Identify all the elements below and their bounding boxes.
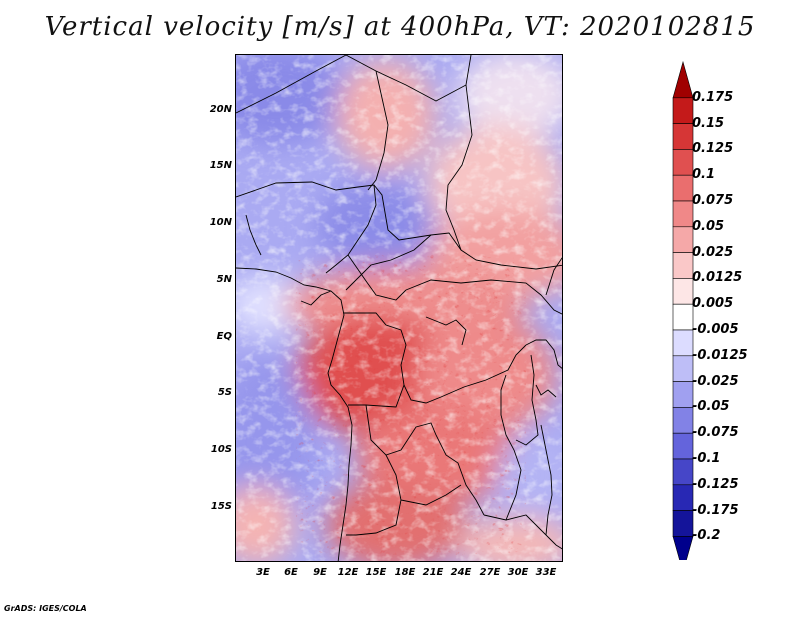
colorbar-label: 0.15 <box>692 115 725 131</box>
colorbar-label: -0.1 <box>692 451 721 466</box>
colorbar-swatch <box>672 484 694 511</box>
lat-label: 20N <box>209 104 232 115</box>
colorbar-swatch <box>672 174 694 202</box>
colorbar-label: -0.05 <box>692 399 730 415</box>
colorbar-label: -0.005 <box>692 322 739 337</box>
colorbar-swatch <box>672 407 694 434</box>
lat-label: 15N <box>209 160 232 171</box>
colorbar-label: 0.05 <box>692 218 725 234</box>
colorbar-swatch <box>672 536 694 560</box>
colorbar-swatch <box>672 510 694 537</box>
colorbar-swatch <box>672 123 694 150</box>
colorbar-swatch <box>672 97 694 124</box>
colorbar-label: 0.025 <box>692 244 734 260</box>
lon-label: 24E <box>450 567 472 578</box>
colorbar-swatch <box>672 329 694 357</box>
colorbar-swatch <box>672 60 694 99</box>
colorbar-label: -0.075 <box>692 425 739 441</box>
map-panel <box>235 54 563 562</box>
colorbar-label: 0.125 <box>692 141 734 157</box>
country-borders <box>236 55 562 561</box>
lon-label: 27E <box>479 567 501 578</box>
lon-label: 12E <box>337 567 359 578</box>
colorbar-label: -0.2 <box>692 528 721 544</box>
grads-credit: GrADS: IGES/COLA <box>4 604 87 613</box>
lon-label: 9E <box>313 567 327 578</box>
lon-label: 15E <box>365 567 387 578</box>
colorbar-label: 0.175 <box>692 89 734 105</box>
lon-label: 6E <box>284 567 298 578</box>
lat-label: 15S <box>210 501 232 512</box>
colorbar-swatch <box>672 200 694 228</box>
colorbar-label: 0.1 <box>692 167 716 183</box>
colorbar-label: -0.025 <box>692 373 739 389</box>
colorbar-swatch <box>672 278 694 305</box>
colorbar-swatch <box>672 458 694 486</box>
lon-label: 30E <box>507 567 529 578</box>
lat-label: 10S <box>210 444 232 455</box>
colorbar-swatch <box>672 226 694 253</box>
lat-label: 5N <box>216 274 232 285</box>
colorbar-swatch <box>672 381 694 408</box>
colorbar-label: -0.175 <box>692 502 739 518</box>
lon-label: 21E <box>422 567 444 578</box>
colorbar-swatch <box>672 355 694 382</box>
lon-label: 18E <box>394 567 416 578</box>
colorbar-swatch <box>672 252 694 279</box>
convective-texture <box>296 255 526 555</box>
colorbar-label: 0.075 <box>692 193 734 208</box>
vertical-velocity-field <box>236 55 562 561</box>
colorbar-label: -0.0125 <box>692 347 748 363</box>
lat-label: 10N <box>209 217 232 228</box>
plot-title: Vertical velocity [m/s] at 400hPa, VT: 2… <box>44 12 756 42</box>
colorbar-label: 0.005 <box>692 296 734 312</box>
lat-label: EQ <box>216 331 232 342</box>
coastline <box>236 267 353 561</box>
lon-label: 3E <box>256 567 270 578</box>
lat-label: 5S <box>217 387 232 398</box>
colorbar-label: 0.0125 <box>692 270 743 286</box>
colorbar-label: -0.125 <box>692 476 739 492</box>
lon-label: 33E <box>535 567 557 578</box>
colorbar-swatch <box>672 432 694 460</box>
colorbar-swatch <box>672 149 694 176</box>
colorbar <box>672 60 694 560</box>
colorbar-swatch <box>672 303 694 331</box>
